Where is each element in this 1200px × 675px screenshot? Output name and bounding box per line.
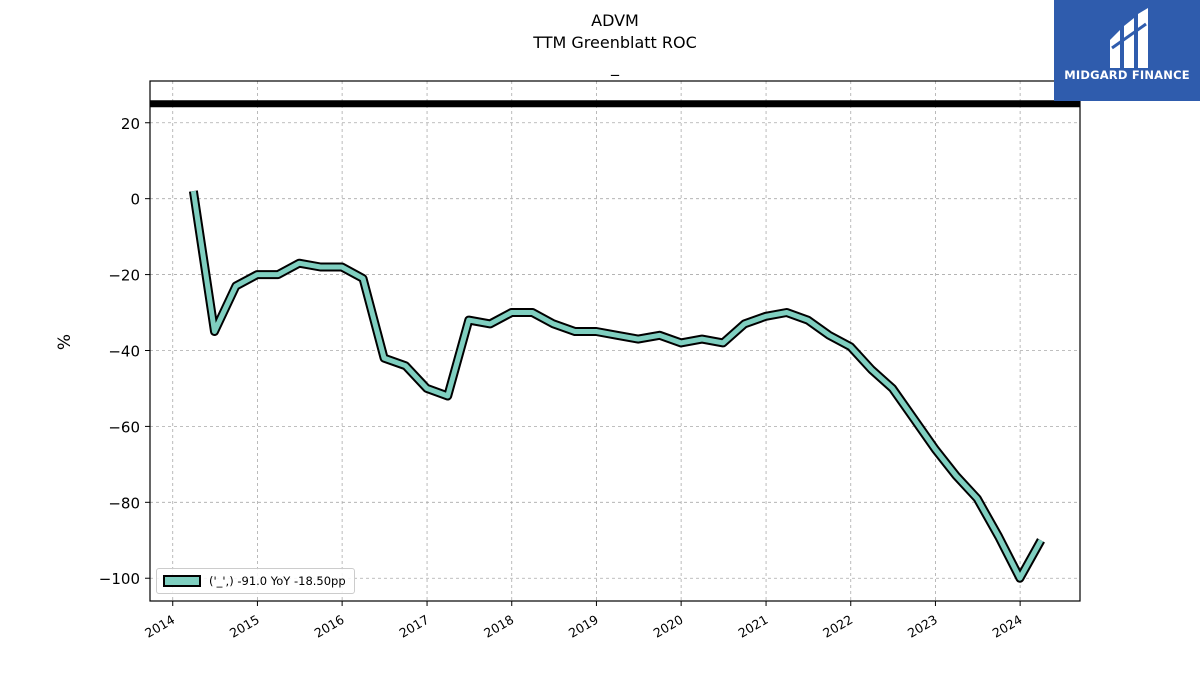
y-tick-label: −60	[108, 418, 140, 436]
x-tick-label: 2024	[990, 612, 1025, 641]
x-tick-label: 2018	[481, 612, 516, 641]
midgard-finance-logo: MIDGARD FINANCE	[1054, 0, 1200, 101]
series-layer	[188, 190, 1045, 583]
x-tick-label: 2017	[397, 612, 432, 641]
x-tick-label: 2016	[312, 612, 347, 641]
x-tick-label: 2020	[651, 612, 686, 641]
y-tick-label: 0	[130, 191, 140, 209]
legend: ('_',) -91.0 YoY -18.50pp	[156, 568, 355, 594]
series-line	[190, 190, 1044, 581]
logo-text: MIDGARD FINANCE	[1064, 68, 1190, 82]
y-tick-label: −100	[99, 570, 140, 588]
y-tick-label: −80	[108, 494, 140, 512]
x-axis: 2014 2015 2016 2017 2018 2019 2020 2021 2022 2023…	[142, 601, 1025, 641]
grid-lines	[150, 81, 1080, 601]
x-tick-label: 2014	[142, 612, 177, 641]
x-tick-label: 2015	[227, 612, 262, 641]
legend-label: ('_',) -91.0 YoY -18.50pp	[209, 574, 346, 588]
x-tick-label: 2019	[566, 612, 601, 641]
legend-swatch	[163, 575, 201, 587]
series-line-outline	[188, 190, 1045, 583]
y-tick-label: 20	[121, 115, 140, 133]
chart-subtitle-2: _	[611, 57, 619, 76]
x-tick-label: 2023	[905, 612, 940, 641]
y-tick-label: −40	[108, 342, 140, 360]
chart-subtitle: TTM Greenblatt ROC	[533, 33, 697, 52]
y-tick-label: −20	[108, 267, 140, 285]
x-tick-label: 2021	[736, 612, 771, 641]
x-tick-label: 2022	[820, 612, 855, 641]
y-axis-label: %	[55, 333, 75, 351]
logo-mark-icon	[1110, 8, 1148, 68]
plot-frame	[149, 80, 1081, 602]
y-axis: 20 0 −20 −40 −60 −80 −100	[99, 115, 150, 588]
chart-title: ADVM	[591, 11, 639, 30]
